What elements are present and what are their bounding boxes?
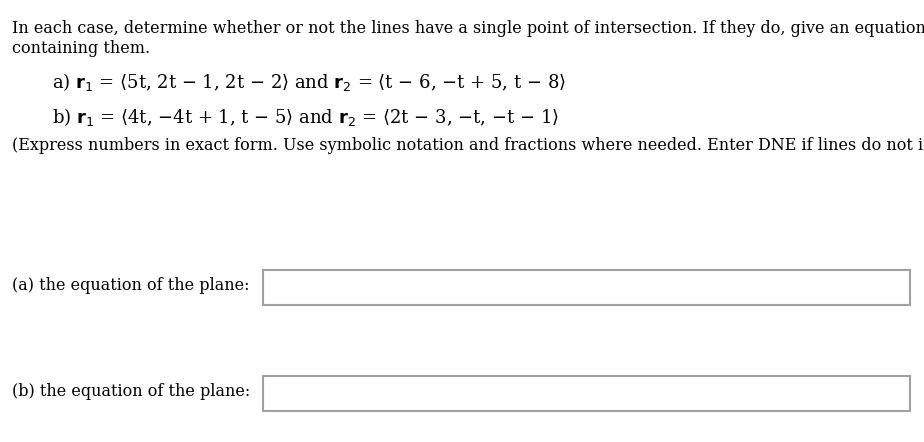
Text: (b) the equation of the plane:: (b) the equation of the plane: (12, 383, 250, 400)
FancyBboxPatch shape (263, 270, 910, 305)
Text: In each case, determine whether or not the lines have a single point of intersec: In each case, determine whether or not t… (12, 20, 924, 37)
Text: b) $\mathbf{r}_1$ = $\langle$4t, $-$4t + 1, t $-$ 5$\rangle$ and $\mathbf{r}_2$ : b) $\mathbf{r}_1$ = $\langle$4t, $-$4t +… (52, 106, 559, 128)
Text: (a) the equation of the plane:: (a) the equation of the plane: (12, 277, 249, 293)
FancyBboxPatch shape (263, 376, 910, 411)
Text: a) $\mathbf{r}_1$ = $\langle$5t, 2t $-$ 1, 2t $-$ 2$\rangle$ and $\mathbf{r}_2$ : a) $\mathbf{r}_1$ = $\langle$5t, 2t $-$ … (52, 71, 565, 93)
Text: (Express numbers in exact form. Use symbolic notation and fractions where needed: (Express numbers in exact form. Use symb… (12, 137, 924, 154)
Text: containing them.: containing them. (12, 40, 150, 57)
